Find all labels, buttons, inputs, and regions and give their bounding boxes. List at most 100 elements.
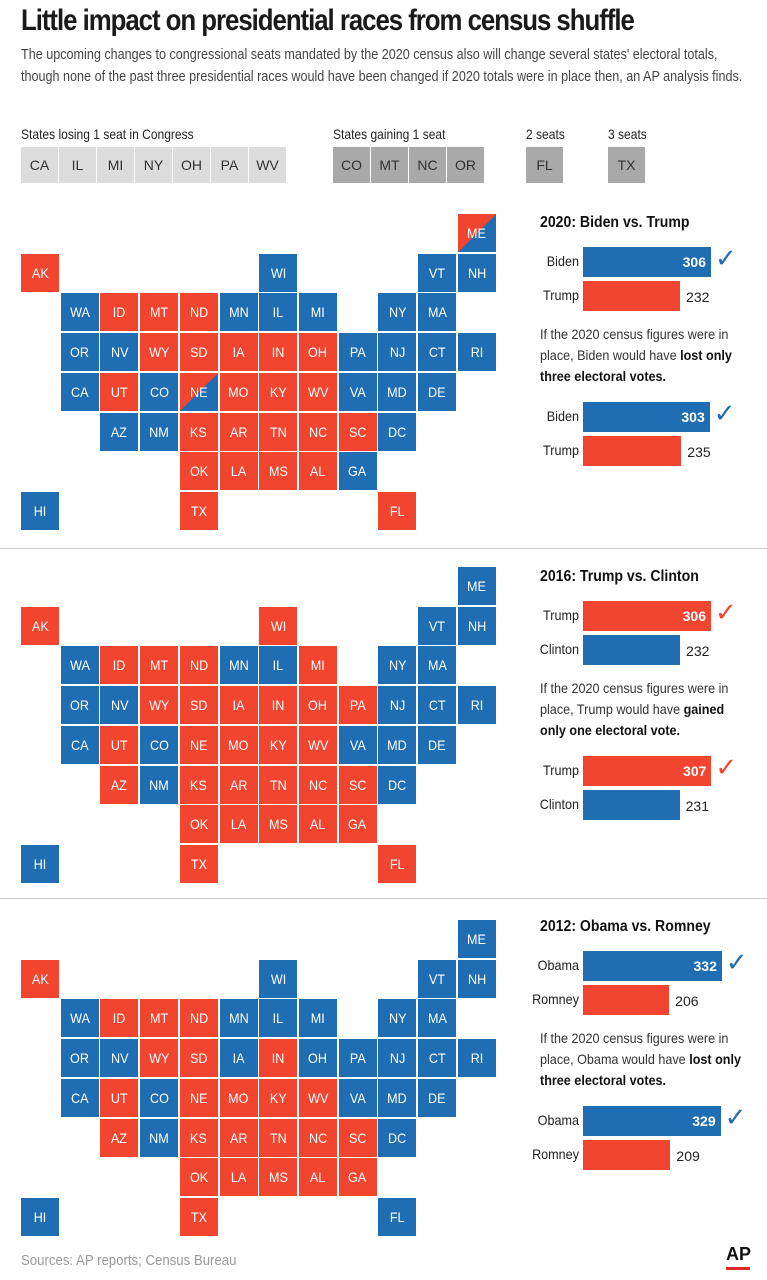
state-tile-sc: SC xyxy=(338,412,377,451)
state-tile-id: ID xyxy=(100,999,139,1038)
state-label: MO xyxy=(228,383,249,400)
bar-value: 232 xyxy=(686,289,710,305)
state-label: MA xyxy=(427,1010,447,1027)
state-label: NC xyxy=(308,776,327,793)
subtitle-line-2: though none of the past three presidenti… xyxy=(21,68,743,85)
state-tile-nd: ND xyxy=(179,646,218,685)
state-tile-va: VA xyxy=(338,372,377,411)
state-label: MT xyxy=(149,657,169,674)
legend-state-pa: PA xyxy=(211,147,248,183)
state-tile-nc: NC xyxy=(298,412,337,451)
state-label: OH xyxy=(308,1050,328,1067)
state-label: MO xyxy=(228,1089,249,1106)
legend-state-il: IL xyxy=(59,147,96,183)
state-tile-ma: MA xyxy=(418,646,456,685)
state-label: VT xyxy=(428,617,446,634)
state-tile-wv: WV xyxy=(298,372,337,411)
state-tile-nj: NJ xyxy=(378,686,417,725)
state-tile-or: OR xyxy=(60,333,99,372)
state-tile-ga: GA xyxy=(338,805,377,844)
legend-state-fl: FL xyxy=(526,147,563,183)
candidate-label: Romney xyxy=(532,991,579,1007)
state-tile-mo: MO xyxy=(219,372,258,411)
state-label: NV xyxy=(110,344,129,361)
legend-label-losing: States losing 1 seat in Congress xyxy=(21,126,194,142)
state-tile-wa: WA xyxy=(60,646,99,685)
state-label: GA xyxy=(348,816,367,833)
census-note: If the 2020 census figures were in place… xyxy=(540,324,747,387)
state-label: PA xyxy=(349,1050,366,1067)
state-label: CO xyxy=(149,383,169,400)
state-tile-ak: AK xyxy=(21,606,59,645)
state-tile-ga: GA xyxy=(338,452,377,491)
state-tile-la: LA xyxy=(219,452,258,491)
legend-state-ny: NY xyxy=(135,147,172,183)
state-label: NJ xyxy=(389,1050,406,1067)
state-label: LA xyxy=(230,463,247,480)
state-label: IA xyxy=(232,344,245,361)
state-label: KS xyxy=(190,776,208,793)
state-label: DE xyxy=(428,383,446,400)
state-tile-va: VA xyxy=(338,725,377,764)
state-label: RI xyxy=(470,697,483,714)
section-divider xyxy=(0,898,767,899)
census-note: If the 2020 census figures were in place… xyxy=(540,1028,747,1091)
bar-value: 209 xyxy=(676,1148,700,1164)
state-tile-il: IL xyxy=(259,646,298,685)
state-tile-ms: MS xyxy=(259,805,298,844)
state-label: IA xyxy=(232,1050,245,1067)
state-tile-ia: IA xyxy=(219,686,258,725)
state-tile-mn: MN xyxy=(219,646,258,685)
state-label: WY xyxy=(148,1050,170,1067)
state-label: TN xyxy=(269,1129,287,1146)
state-tile-mn: MN xyxy=(219,293,258,332)
bar-value: 206 xyxy=(675,993,699,1009)
state-label: NV xyxy=(110,1050,129,1067)
state-label: CT xyxy=(428,1050,446,1067)
state-tile-pa: PA xyxy=(338,686,377,725)
state-tile-sd: SD xyxy=(179,686,218,725)
bar-romney xyxy=(583,985,670,1015)
candidate-label: Biden xyxy=(546,408,579,424)
state-tile-tx: TX xyxy=(179,1197,218,1236)
state-tile-wy: WY xyxy=(140,686,179,725)
state-tile-dc: DC xyxy=(378,765,417,804)
state-label: CO xyxy=(149,736,169,753)
state-label: MA xyxy=(427,657,447,674)
state-label: NJ xyxy=(389,697,406,714)
state-tile-ks: KS xyxy=(179,412,218,451)
winner-check-icon: ✓ xyxy=(715,597,737,627)
state-label: WY xyxy=(148,697,170,714)
state-label: SC xyxy=(348,776,367,793)
race-title: 2020: Biden vs. Trump xyxy=(540,214,690,231)
state-tile-oh: OH xyxy=(298,686,337,725)
legend-label-two: 2 seats xyxy=(526,126,565,142)
state-label: MI xyxy=(310,304,325,321)
state-label: KS xyxy=(190,1129,208,1146)
state-tile-mi: MI xyxy=(298,646,337,685)
state-tile-wi: WI xyxy=(259,606,298,645)
state-tile-wy: WY xyxy=(140,333,179,372)
candidate-label: Trump xyxy=(543,442,579,458)
state-tile-mi: MI xyxy=(298,999,337,1038)
bar-value: 306 xyxy=(682,608,706,624)
state-tile-pa: PA xyxy=(338,333,377,372)
state-label: ID xyxy=(113,304,126,321)
state-label: NM xyxy=(149,423,169,440)
state-label: SD xyxy=(190,344,208,361)
state-label: WV xyxy=(307,383,329,400)
state-tile-ar: AR xyxy=(219,765,258,804)
race-title: 2012: Obama vs. Romney xyxy=(540,918,711,935)
note-text: If the 2020 census figures were in place… xyxy=(540,326,729,363)
state-label: CA xyxy=(70,1089,89,1106)
bar-value: 329 xyxy=(692,1113,716,1129)
state-tile-ri: RI xyxy=(457,1039,496,1078)
state-label: WA xyxy=(69,657,90,674)
state-tile-ct: CT xyxy=(418,686,456,725)
state-tile-al: AL xyxy=(298,1158,337,1197)
state-label: MD xyxy=(387,1089,408,1106)
state-tile-vt: VT xyxy=(418,959,456,998)
state-tile-nm: NM xyxy=(140,765,179,804)
state-tile-ct: CT xyxy=(418,1039,456,1078)
state-label: FL xyxy=(389,855,405,872)
